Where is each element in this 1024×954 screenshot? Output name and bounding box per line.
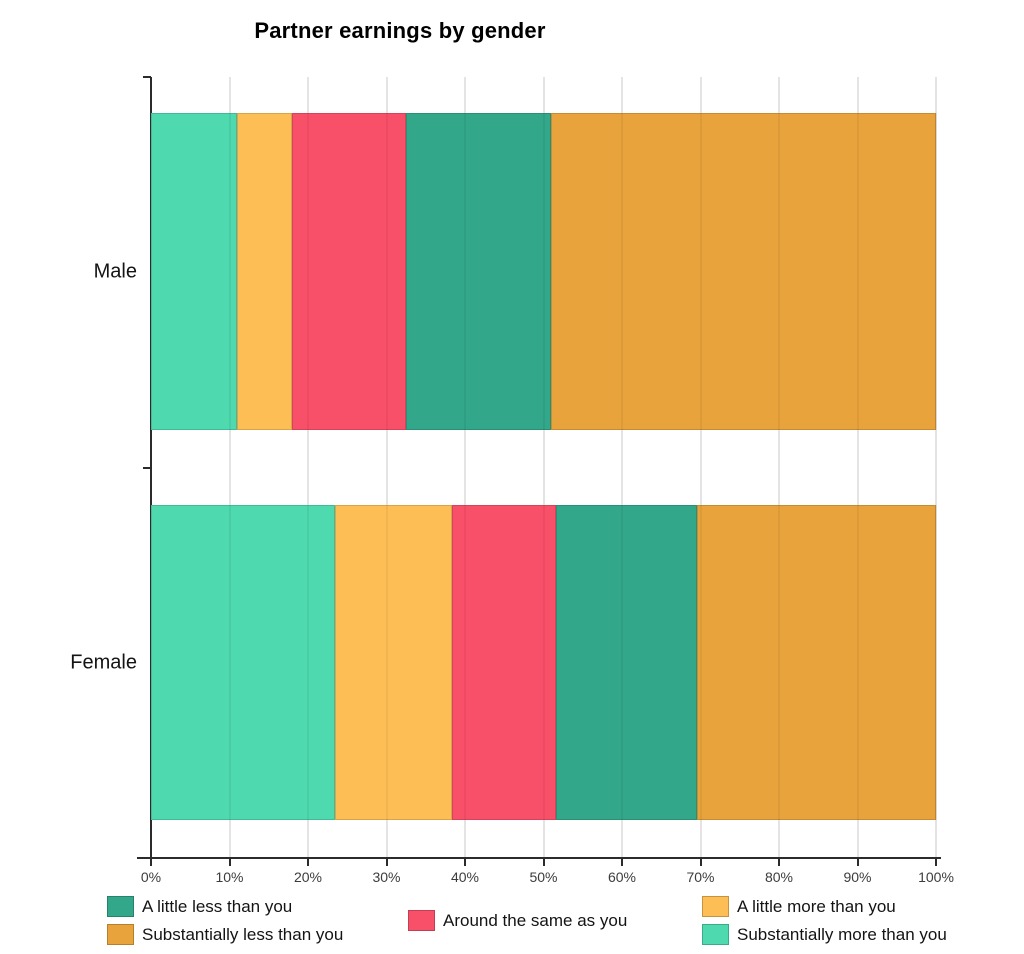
bar-segment xyxy=(151,113,238,430)
x-axis-tick xyxy=(621,859,623,866)
bar-segment xyxy=(451,505,557,820)
gridline xyxy=(385,77,388,858)
gridline xyxy=(935,77,937,858)
x-tick-label: 10% xyxy=(215,869,244,885)
gridline-overlay xyxy=(935,505,937,820)
y-axis-tick xyxy=(143,76,151,78)
bar-row xyxy=(151,113,937,430)
gridline-overlay xyxy=(856,505,859,820)
x-axis-tick xyxy=(856,859,859,866)
x-axis-tick xyxy=(150,859,152,866)
gridline-overlay xyxy=(385,113,388,430)
legend-label: Around the same as you xyxy=(443,910,628,930)
gridline-overlay xyxy=(542,113,545,430)
x-axis-tick xyxy=(228,859,231,866)
bar-segment xyxy=(151,505,335,820)
x-tick-label: 20% xyxy=(293,869,323,885)
category-label: Female xyxy=(70,651,137,673)
x-axis-tick xyxy=(307,859,309,866)
x-tick-label: 0% xyxy=(140,869,162,885)
gridline xyxy=(621,77,623,858)
gridline-overlay xyxy=(778,113,780,430)
bar-segment xyxy=(334,505,452,820)
gridline xyxy=(778,77,780,858)
x-tick-label: 90% xyxy=(843,869,872,885)
y-axis-tick xyxy=(143,467,151,469)
bar-segment xyxy=(697,505,936,820)
gridline-overlay xyxy=(228,505,231,820)
gridline-overlay xyxy=(542,505,545,820)
bar-segment xyxy=(551,113,936,430)
gridline xyxy=(699,77,702,858)
legend-label: A little less than you xyxy=(142,896,293,916)
x-axis-tick xyxy=(542,859,545,866)
y-axis-line xyxy=(150,77,152,858)
x-axis-tick xyxy=(464,859,466,866)
legend-swatch xyxy=(107,924,134,945)
x-tick-label: 60% xyxy=(607,869,637,885)
gridline-overlay xyxy=(307,505,309,820)
gridline xyxy=(307,77,309,858)
gridline xyxy=(542,77,545,858)
gridline-overlay xyxy=(856,113,859,430)
gridline-overlay xyxy=(935,113,937,430)
x-axis-tick xyxy=(935,859,937,866)
legend-swatch xyxy=(702,924,729,945)
category-label: Male xyxy=(93,260,137,282)
gridline-overlay xyxy=(621,505,623,820)
gridline-overlay xyxy=(621,113,623,430)
legend-swatch xyxy=(408,910,435,931)
gridline-overlay xyxy=(385,505,388,820)
x-tick-label: 80% xyxy=(764,869,794,885)
gridline xyxy=(856,77,859,858)
x-tick-label: 70% xyxy=(686,869,715,885)
x-axis-tick xyxy=(699,859,702,866)
gridline-overlay xyxy=(464,113,466,430)
x-axis-tick xyxy=(778,859,780,866)
bar-segment xyxy=(292,113,407,430)
x-tick-label: 50% xyxy=(529,869,558,885)
legend-item: Substantially more than you xyxy=(702,924,947,945)
legend-label: A little more than you xyxy=(737,896,896,916)
gridline-overlay xyxy=(778,505,780,820)
bar-segment xyxy=(406,113,552,430)
legend-label: Substantially less than you xyxy=(142,924,344,944)
legend-item: A little less than you xyxy=(107,896,292,917)
x-axis-line xyxy=(137,857,941,859)
x-tick-label: 100% xyxy=(918,869,954,885)
gridline-overlay xyxy=(228,113,231,430)
gridline xyxy=(464,77,466,858)
x-tick-label: 40% xyxy=(450,869,480,885)
legend-swatch xyxy=(107,896,134,917)
gridline-overlay xyxy=(699,505,702,820)
legend-label: Substantially more than you xyxy=(737,924,947,944)
bar-segment xyxy=(556,505,698,820)
legend-item: Around the same as you xyxy=(408,910,627,931)
x-axis-tick xyxy=(385,859,388,866)
legend-item: Substantially less than you xyxy=(107,924,343,945)
gridline-overlay xyxy=(464,505,466,820)
x-tick-label: 30% xyxy=(372,869,401,885)
gridline-overlay xyxy=(307,113,309,430)
legend-swatch xyxy=(702,896,729,917)
bar-row xyxy=(151,505,937,820)
legend-item: A little more than you xyxy=(702,896,896,917)
gridline-overlay xyxy=(699,113,702,430)
gridline xyxy=(228,77,231,858)
chart-title: Partner earnings by gender xyxy=(254,18,546,43)
bar-segment xyxy=(237,113,293,430)
